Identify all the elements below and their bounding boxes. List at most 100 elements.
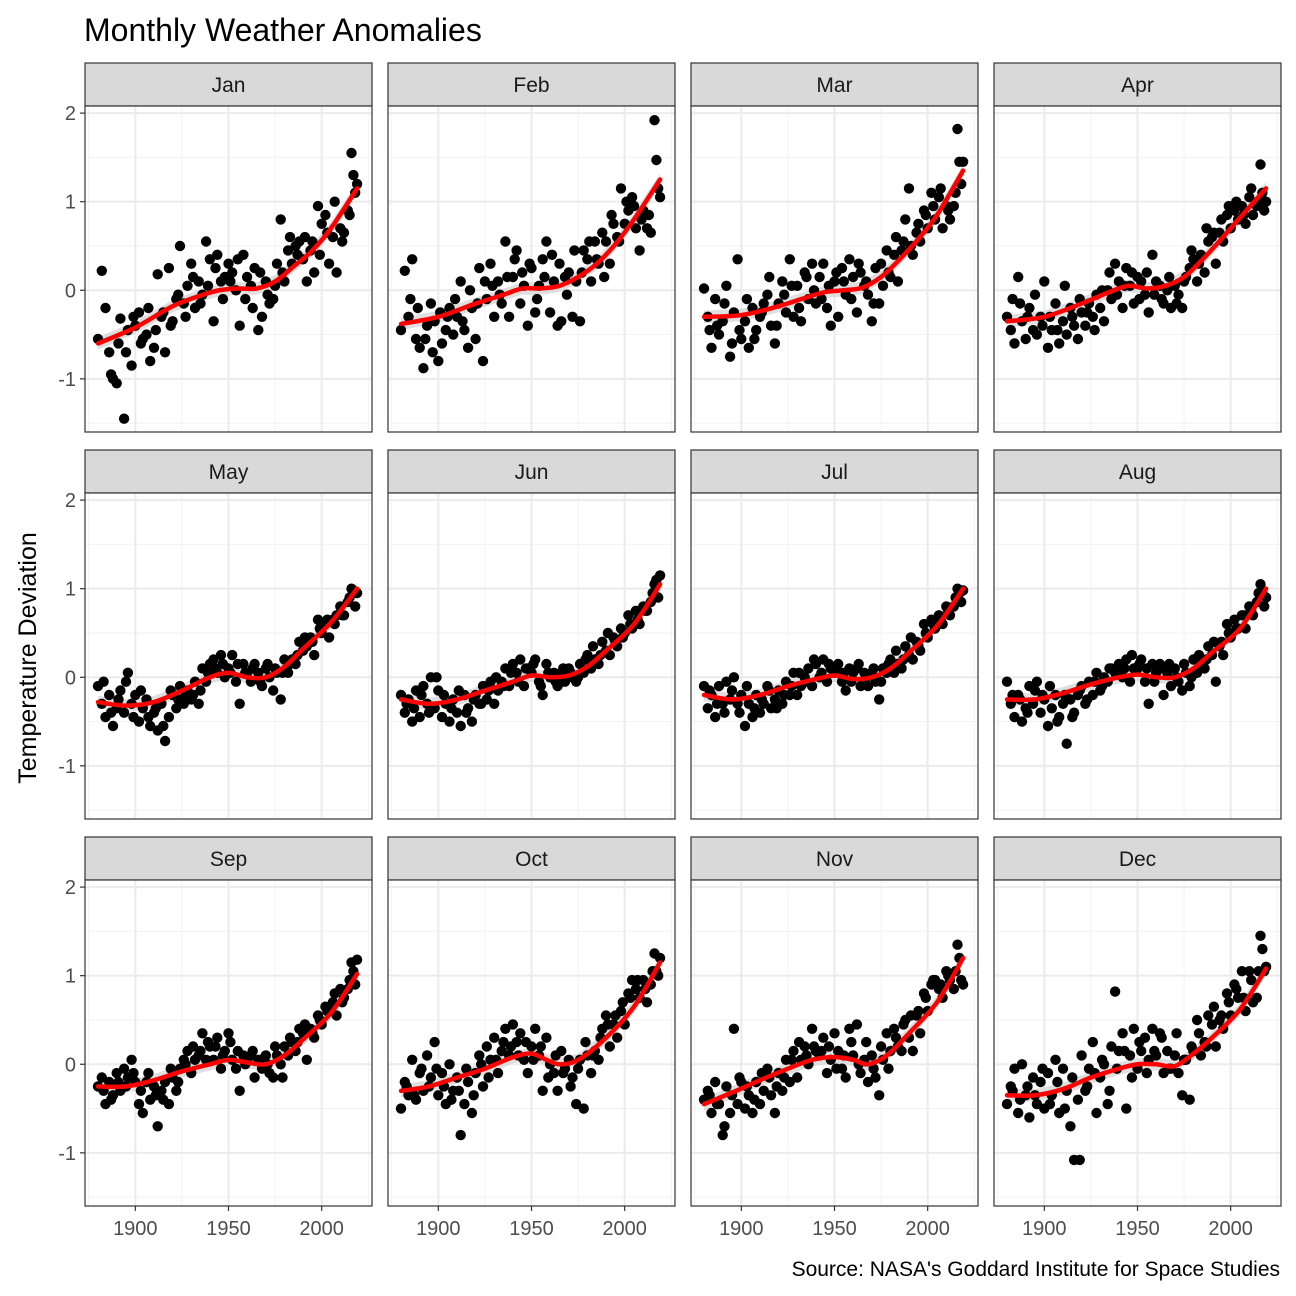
- data-point: [152, 269, 163, 280]
- panel-border: [690, 492, 979, 820]
- data-point: [905, 632, 917, 643]
- data-point: [1037, 1063, 1048, 1074]
- data-point: [505, 667, 517, 678]
- data-point: [1139, 676, 1151, 687]
- data-point: [604, 1041, 615, 1052]
- data-point: [186, 258, 197, 269]
- data-point: [1050, 1054, 1061, 1066]
- data-point: [1164, 271, 1175, 283]
- data-point: [612, 1032, 623, 1043]
- data-point: [457, 316, 468, 327]
- data-point: [122, 667, 134, 678]
- facet-strip: [387, 836, 676, 881]
- facet-strip: [993, 836, 1282, 881]
- data-point: [477, 355, 489, 367]
- data-point: [710, 1076, 721, 1088]
- data-point: [574, 316, 586, 327]
- data-point: [489, 698, 500, 709]
- data-point: [741, 680, 753, 692]
- data-point: [749, 333, 760, 345]
- data-point: [320, 209, 331, 221]
- x-tick-label: 1950: [1115, 1218, 1160, 1240]
- data-point: [323, 258, 335, 269]
- facet-strip-label: Mar: [816, 74, 852, 97]
- data-point: [554, 258, 565, 269]
- data-point: [1143, 698, 1154, 709]
- data-point: [853, 258, 864, 269]
- x-tick-label: 1900: [113, 1218, 158, 1240]
- facet-strip-label: Oct: [515, 848, 548, 871]
- data-point: [623, 610, 634, 621]
- data-point: [1158, 689, 1169, 701]
- data-point: [704, 685, 715, 696]
- data-point: [520, 1036, 532, 1048]
- data-point: [769, 338, 781, 349]
- data-point: [96, 265, 108, 276]
- data-point: [1184, 680, 1195, 692]
- data-point: [734, 1072, 745, 1083]
- data-point: [717, 1129, 728, 1141]
- data-point: [195, 1045, 206, 1057]
- data-point: [550, 1050, 561, 1061]
- data-point: [779, 689, 790, 701]
- data-point: [1177, 1090, 1188, 1101]
- data-point: [253, 324, 264, 336]
- facet-strip-label: Jun: [515, 461, 549, 484]
- data-point: [831, 267, 842, 278]
- data-point: [223, 258, 234, 269]
- data-point: [1221, 988, 1233, 999]
- data-point: [569, 245, 580, 256]
- data-point: [907, 249, 918, 260]
- data-point: [107, 720, 119, 732]
- data-point: [1061, 329, 1072, 340]
- data-point: [758, 298, 769, 309]
- data-point: [606, 209, 617, 221]
- data-point: [896, 1045, 907, 1057]
- data-point: [786, 280, 797, 291]
- data-point: [135, 338, 147, 349]
- data-point: [1126, 267, 1138, 278]
- data-point: [728, 1023, 740, 1034]
- data-point: [489, 1032, 500, 1043]
- data-point: [1104, 267, 1115, 278]
- data-point: [461, 707, 472, 718]
- data-point: [1067, 711, 1078, 723]
- data-point: [604, 258, 615, 269]
- y-tick-label: 0: [65, 667, 76, 689]
- x-tick-label: 1950: [509, 1218, 554, 1240]
- data-point: [1068, 320, 1080, 331]
- data-point: [847, 271, 859, 283]
- data-point: [1082, 694, 1093, 705]
- data-point: [477, 1081, 489, 1092]
- y-tick-label: 2: [65, 877, 76, 899]
- data-point: [784, 254, 795, 265]
- data-point: [1149, 1045, 1160, 1057]
- data-point: [1143, 307, 1154, 318]
- data-point: [323, 632, 335, 643]
- data-point: [578, 1103, 589, 1114]
- data-point: [855, 680, 866, 692]
- data-point: [806, 258, 818, 269]
- data-point: [1156, 293, 1167, 305]
- data-point: [195, 298, 206, 309]
- data-point: [329, 988, 340, 999]
- data-point: [580, 654, 591, 665]
- data-point: [1065, 1121, 1076, 1132]
- data-point: [249, 1072, 260, 1083]
- data-point: [180, 311, 191, 322]
- data-point: [418, 363, 429, 374]
- data-point: [1147, 249, 1158, 260]
- data-point: [1128, 1023, 1140, 1034]
- data-point: [1076, 1050, 1087, 1061]
- data-point: [193, 698, 204, 709]
- data-point: [1109, 986, 1121, 997]
- data-point: [282, 245, 294, 256]
- data-point: [1191, 276, 1203, 287]
- data-point: [898, 1019, 909, 1030]
- data-point: [821, 302, 833, 314]
- data-point: [1260, 196, 1272, 207]
- data-point: [710, 293, 721, 305]
- data-point: [163, 262, 175, 274]
- facet-panel-feb: Feb: [387, 62, 676, 433]
- data-point: [301, 1054, 312, 1066]
